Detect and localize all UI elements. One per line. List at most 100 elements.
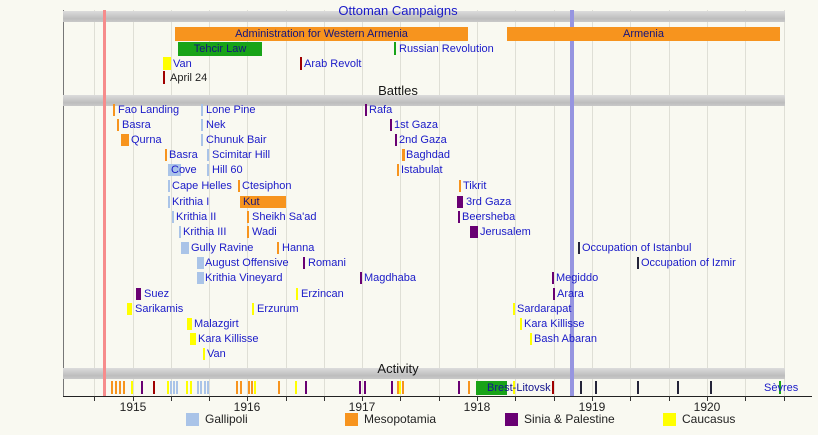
activity-tick	[173, 381, 175, 394]
arab-revolt-label[interactable]: Arab Revolt	[304, 58, 362, 70]
april-24-marker	[163, 71, 165, 84]
battle-marker	[240, 196, 286, 208]
battle-label[interactable]: Gully Ravine	[191, 242, 254, 254]
activity-tick	[167, 381, 169, 394]
battle-label[interactable]: 3rd Gaza	[466, 196, 512, 208]
battle-marker	[168, 180, 170, 192]
battle-marker	[197, 272, 204, 284]
sevres-label[interactable]: Sèvres	[764, 382, 799, 394]
axis-tick	[133, 396, 134, 401]
battle-label[interactable]: Krithia II	[176, 211, 217, 223]
battle-label[interactable]: Sardarapat	[517, 303, 572, 315]
battle-label[interactable]: Occupation of Izmir	[641, 257, 736, 269]
battle-marker	[117, 119, 119, 131]
axis-year-label: 1916	[233, 400, 261, 414]
battle-marker	[181, 242, 189, 254]
battle-label[interactable]: Baghdad	[406, 149, 451, 161]
axis-tick	[286, 396, 287, 401]
battle-label[interactable]: August Offensive	[205, 257, 289, 269]
activity-tick	[204, 381, 206, 394]
brest-litovsk-label[interactable]: Brest-Litovsk	[487, 382, 551, 394]
battle-label[interactable]: Cove	[171, 164, 197, 176]
battle-label[interactable]: Kut	[243, 196, 260, 208]
activity-tick	[153, 381, 155, 394]
battle-label[interactable]: Megiddo	[556, 272, 599, 284]
battle-label[interactable]: Erzincan	[301, 288, 344, 300]
battle-label[interactable]: Arara	[557, 288, 584, 300]
battle-label[interactable]: Rafa	[369, 104, 393, 116]
gridline	[745, 10, 746, 396]
battle-marker	[190, 333, 196, 345]
legend-swatch	[505, 413, 518, 426]
battle-marker	[303, 257, 305, 269]
battle-label[interactable]: Beersheba	[462, 211, 516, 223]
campaign-bar-armenia[interactable]: Armenia	[507, 27, 780, 41]
battle-label[interactable]: Hanna	[282, 242, 315, 254]
activity-tick	[552, 381, 554, 394]
battle-label[interactable]: Lone Pine	[206, 104, 256, 116]
battle-label[interactable]: Bash Abaran	[534, 333, 597, 345]
battle-marker	[402, 149, 405, 161]
activity-tick	[399, 381, 401, 394]
battle-label[interactable]: Ctesiphon	[242, 180, 292, 192]
russian-revolution-label[interactable]: Russian Revolution	[399, 43, 494, 55]
battle-label[interactable]: Erzurum	[257, 303, 299, 315]
battle-label[interactable]: Suez	[144, 288, 170, 300]
battle-marker	[201, 104, 203, 116]
battle-marker	[168, 196, 170, 208]
activity-tick	[251, 381, 253, 394]
battle-label[interactable]: Occupation of Istanbul	[582, 242, 692, 254]
battle-label[interactable]: Fao Landing	[118, 104, 180, 116]
battle-marker	[637, 257, 639, 269]
activity-tick	[141, 381, 143, 394]
battle-label[interactable]: Krithia III	[183, 226, 227, 238]
campaign-bar-tehcir-law[interactable]: Tehcir Law	[178, 42, 262, 56]
axis-tick	[362, 396, 363, 401]
battle-label[interactable]: Hill 60	[212, 164, 243, 176]
battle-marker	[172, 211, 174, 223]
battle-label[interactable]: Krithia Vineyard	[205, 272, 283, 284]
battle-label[interactable]: Basra	[169, 149, 198, 161]
battle-label[interactable]: 2nd Gaza	[399, 134, 447, 146]
battle-marker	[247, 226, 249, 238]
activity-tick	[677, 381, 679, 394]
battle-marker	[203, 348, 205, 360]
battle-label[interactable]: Basra	[122, 119, 151, 131]
battle-label[interactable]: Malazgirt	[194, 318, 239, 330]
battle-marker	[552, 272, 554, 284]
battle-label[interactable]: Kara Killisse	[198, 333, 259, 345]
battle-label[interactable]: Sheikh Sa'ad	[252, 211, 317, 223]
battle-label[interactable]: Cape Helles	[172, 180, 232, 192]
battle-label[interactable]: Jerusalem	[480, 226, 531, 238]
page-title[interactable]: Ottoman Campaigns	[338, 3, 458, 18]
battle-label[interactable]: Sarikamis	[135, 303, 184, 315]
battle-label[interactable]: Wadi	[252, 226, 277, 238]
battle-label[interactable]: 1st Gaza	[394, 119, 439, 131]
van-campaign-label[interactable]: Van	[173, 58, 192, 70]
battle-label[interactable]: Van	[207, 348, 226, 360]
gridline	[592, 10, 593, 396]
battle-label[interactable]: Scimitar Hill	[212, 149, 271, 161]
battle-label[interactable]: Magdhaba	[364, 272, 416, 284]
axis-tick	[669, 396, 670, 401]
battle-label[interactable]: Romani	[308, 257, 346, 269]
battle-label[interactable]: Chunuk Bair	[206, 134, 267, 146]
activity-tick	[359, 381, 361, 394]
battle-label[interactable]: Krithia I	[172, 196, 210, 208]
battle-marker	[395, 134, 397, 146]
battle-label[interactable]: Nek	[206, 119, 226, 131]
axis-tick	[554, 396, 555, 401]
arab-revolt-marker	[300, 57, 302, 70]
battle-label[interactable]: Tikrit	[463, 180, 487, 192]
battle-label[interactable]: Qurna	[131, 134, 162, 146]
campaign-bar-western-armenia[interactable]: Administration for Western Armenia	[175, 27, 468, 41]
battle-marker	[201, 119, 203, 131]
battle-label[interactable]: Istabulat	[401, 164, 443, 176]
activity-tick	[248, 381, 250, 394]
axis-year-label: 1920	[693, 400, 721, 414]
armistice-line	[570, 10, 574, 396]
activity-tick	[710, 381, 712, 394]
battle-label[interactable]: Kara Killisse	[524, 318, 585, 330]
battle-marker	[197, 257, 204, 269]
